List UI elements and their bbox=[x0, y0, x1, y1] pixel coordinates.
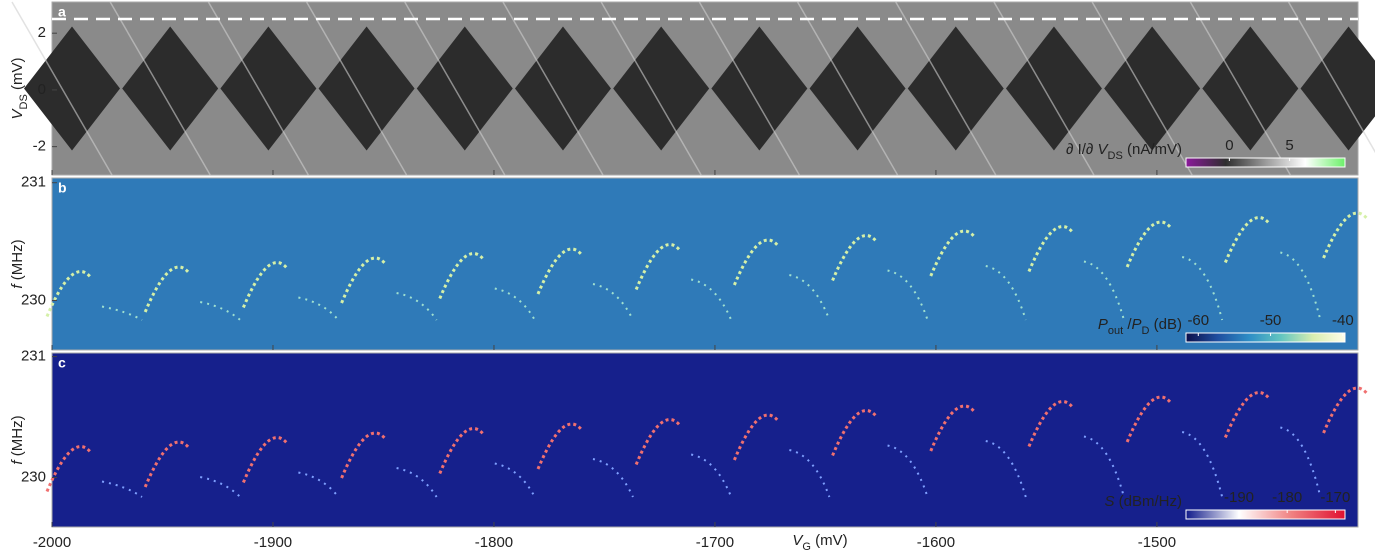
colorbar-tick-label: -180 bbox=[1272, 489, 1302, 506]
resonance-tail bbox=[789, 449, 831, 498]
x-tick-label: -1900 bbox=[254, 534, 292, 551]
colorbar-label: Pout /PD (dB) bbox=[1098, 316, 1182, 337]
texture bbox=[11, 1, 1375, 176]
y-tick-label: -2 bbox=[33, 138, 46, 155]
resonance-tail bbox=[1280, 426, 1322, 498]
resonance-tail bbox=[298, 471, 340, 498]
resonance-tail bbox=[985, 265, 1027, 321]
y-tick-label: 230 bbox=[21, 468, 46, 485]
diamond bbox=[220, 26, 317, 151]
label-part: S bbox=[1104, 493, 1114, 510]
y-tick-label: 231 bbox=[21, 174, 46, 191]
edge bbox=[993, 1, 1095, 176]
edge bbox=[600, 1, 702, 176]
edge bbox=[796, 1, 899, 176]
panel-letter: b bbox=[58, 180, 67, 196]
label-part: f bbox=[9, 459, 26, 465]
colorbar-tick-label: -50 bbox=[1260, 312, 1282, 329]
colorbar bbox=[1185, 332, 1346, 343]
x-axis-label: VG (mV) bbox=[792, 532, 847, 553]
label-part: V bbox=[9, 107, 26, 119]
colorbar-tick-label: -170 bbox=[1320, 489, 1350, 506]
edge bbox=[11, 1, 113, 176]
colorbar-label: S (dBm/Hz) bbox=[1104, 493, 1182, 510]
resonance-tail bbox=[985, 440, 1027, 498]
label-part: P bbox=[1132, 316, 1142, 333]
diamond bbox=[1104, 26, 1201, 151]
colorbar-label: ∂ I/∂ VDS (nA/mV) bbox=[1066, 141, 1182, 162]
x-tick-label: -2000 bbox=[33, 534, 71, 551]
y-tick-label: 230 bbox=[21, 291, 46, 308]
colorbar-tick-label: -60 bbox=[1187, 312, 1209, 329]
label-part: DS bbox=[18, 94, 30, 109]
label-part: G bbox=[802, 541, 811, 553]
colorbar-tick-label: 0 bbox=[1225, 137, 1233, 154]
diamond bbox=[416, 26, 513, 151]
panel-letter: c bbox=[58, 355, 66, 371]
label-part: / bbox=[1123, 316, 1132, 333]
edge bbox=[895, 1, 997, 176]
edge bbox=[698, 1, 801, 176]
diamond bbox=[514, 26, 611, 151]
label-part: D bbox=[1142, 325, 1150, 337]
texture bbox=[45, 386, 1368, 498]
y-tick-label: 231 bbox=[21, 348, 46, 365]
label-part: V bbox=[792, 532, 804, 549]
x-tick-label: -1600 bbox=[917, 534, 955, 551]
edge bbox=[109, 1, 211, 176]
x-tick-label: -1500 bbox=[1138, 534, 1176, 551]
y-tick-label: 2 bbox=[38, 24, 46, 41]
colorbar-tick-label: -190 bbox=[1224, 489, 1254, 506]
edge bbox=[207, 1, 310, 176]
diamond bbox=[907, 26, 1004, 151]
label-part: (dBm/Hz) bbox=[1115, 493, 1183, 510]
panel-letter: a bbox=[58, 4, 66, 20]
label-part: f bbox=[9, 283, 26, 289]
colorbar-tick-label: 5 bbox=[1285, 137, 1293, 154]
label-part: V bbox=[1098, 141, 1110, 158]
y-tick-label: 0 bbox=[38, 81, 46, 98]
edge bbox=[502, 1, 604, 176]
resonance-tail bbox=[298, 296, 340, 321]
texture bbox=[45, 211, 1368, 321]
diamond bbox=[711, 26, 808, 151]
label-part: (nA/mV) bbox=[1123, 141, 1182, 158]
label-part: P bbox=[1098, 316, 1108, 333]
label-part: (MHz) bbox=[9, 415, 26, 460]
diamond bbox=[24, 26, 120, 151]
x-tick-label: -1700 bbox=[696, 534, 734, 551]
label-part: out bbox=[1108, 325, 1123, 337]
colorbar bbox=[1185, 157, 1346, 168]
label-part: (dB) bbox=[1149, 316, 1182, 333]
diamond bbox=[809, 26, 906, 151]
colorbar-tick-label: -40 bbox=[1332, 312, 1354, 329]
y-axis-label: f (MHz) bbox=[9, 239, 26, 288]
diamond bbox=[613, 26, 710, 151]
label-part: (mV) bbox=[9, 58, 26, 95]
resonance-tail bbox=[1083, 260, 1125, 321]
label-part: DS bbox=[1108, 150, 1123, 162]
label-part: (mV) bbox=[811, 532, 848, 549]
edge bbox=[1287, 1, 1375, 154]
edge bbox=[404, 1, 506, 176]
resonance-tail bbox=[592, 283, 634, 321]
colorbar bbox=[1185, 509, 1346, 520]
diamond bbox=[122, 26, 219, 151]
diamond bbox=[1005, 26, 1102, 151]
x-tick-label: -1800 bbox=[475, 534, 513, 551]
label-part: ∂ I/∂ bbox=[1066, 141, 1098, 158]
edge bbox=[305, 1, 408, 176]
edge bbox=[1091, 1, 1193, 176]
y-axis-label: f (MHz) bbox=[9, 415, 26, 464]
diamond bbox=[1202, 26, 1299, 151]
diamond bbox=[318, 26, 415, 151]
resonance-tail bbox=[1181, 256, 1224, 321]
resonance-tail bbox=[1083, 435, 1125, 498]
y-axis-label: VDS (mV) bbox=[9, 58, 30, 120]
label-part: (MHz) bbox=[9, 239, 26, 284]
edge bbox=[1189, 1, 1291, 176]
